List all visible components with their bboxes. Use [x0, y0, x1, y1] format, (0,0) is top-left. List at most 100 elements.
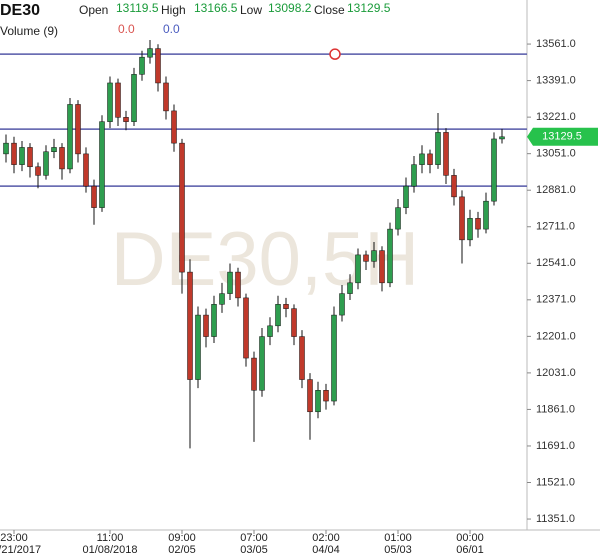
candle-body [387, 228, 393, 284]
candle-body [411, 164, 417, 187]
candle-body [379, 250, 385, 284]
candle-body [83, 153, 89, 187]
candle-body [475, 218, 481, 230]
x-tick-date: 11/21/2017 [0, 544, 41, 556]
x-tick-label: 23:00 [0, 532, 28, 544]
candle-body [19, 147, 25, 165]
candle-body [27, 147, 33, 168]
y-tick-label: 13561.0 [536, 38, 576, 50]
y-tick-label: 11861.0 [536, 403, 575, 415]
x-tick-date: 03/05 [240, 544, 268, 556]
y-tick-label: 13391.0 [536, 75, 576, 87]
candle-body [147, 48, 153, 58]
x-tick-date: 05/03 [384, 544, 412, 556]
candle-body [187, 271, 193, 380]
candle-body [51, 147, 57, 152]
candle-body [291, 308, 297, 337]
indicator-value: 0.0 [118, 22, 135, 36]
candle-body [43, 151, 49, 176]
y-tick-label: 11351.0 [536, 513, 575, 525]
candle-body [227, 271, 233, 294]
line-handle [329, 48, 341, 60]
candle-body [499, 136, 505, 140]
candle-body [211, 304, 217, 337]
candle-body [339, 293, 345, 316]
candle-body [491, 138, 497, 202]
candle-body [195, 314, 201, 380]
y-tick-label: 11691.0 [536, 440, 575, 452]
chart-title: DE30 [0, 2, 40, 19]
candle-body [275, 304, 281, 327]
candle-body [163, 82, 169, 112]
candle-body [355, 254, 361, 284]
x-tick-date: 02/05 [168, 544, 196, 556]
x-tick-label: 09:00 [168, 532, 196, 544]
ohlc-label: Open [79, 3, 108, 17]
indicator-value: 0.0 [163, 22, 180, 36]
candle-body [59, 147, 65, 170]
candle-body [427, 153, 433, 165]
candle-body [307, 379, 313, 413]
y-tick-label: 12031.0 [536, 367, 576, 379]
y-tick-label: 12881.0 [536, 184, 576, 196]
candle-body [331, 314, 337, 402]
price-tag-label: 13129.5 [542, 131, 582, 143]
candle-body [139, 56, 145, 75]
candle-body [203, 314, 209, 337]
y-tick-label: 13051.0 [536, 148, 576, 160]
candle-body [91, 185, 97, 208]
candle-body [35, 166, 41, 176]
x-tick-label: 11:00 [97, 532, 124, 544]
candle-body [435, 132, 441, 165]
candle-body [155, 48, 161, 84]
candle-body [11, 142, 17, 165]
candle-body [403, 185, 409, 208]
candle-body [483, 200, 489, 230]
ohlc-label: Low [240, 3, 262, 17]
candle-body [459, 196, 465, 241]
y-tick-label: 12371.0 [536, 294, 576, 306]
x-tick-label: 01:00 [384, 532, 412, 544]
candle-body [259, 336, 265, 391]
candle-body [363, 254, 369, 262]
candle-body [283, 304, 289, 309]
candle-body [395, 207, 401, 230]
ohlc-label: High [161, 3, 186, 17]
candle-body [323, 390, 329, 402]
candle-body [443, 132, 449, 176]
candle-body [315, 390, 321, 413]
ohlc-value: 13119.5 [116, 1, 159, 15]
y-tick-label: 12541.0 [536, 257, 576, 269]
ohlc-label: Close [314, 3, 345, 17]
candle-body [219, 293, 225, 305]
candle-body [347, 282, 353, 294]
candle-body [371, 250, 377, 262]
candle-body [243, 297, 249, 359]
x-tick-date: 01/08/2018 [82, 544, 137, 556]
ohlc-value: 13129.5 [347, 1, 391, 15]
candle-body [131, 74, 137, 122]
candle-body [3, 142, 9, 155]
candle-body [75, 104, 81, 155]
y-tick-label: 11521.0 [536, 476, 575, 488]
candle-body [467, 218, 473, 241]
ohlc-value: 13098.2 [268, 1, 312, 15]
candle-body [235, 271, 241, 299]
candle-body [171, 110, 177, 144]
x-tick-label: 02:00 [312, 532, 340, 544]
y-tick-label: 12201.0 [536, 330, 576, 342]
candle-body [107, 82, 113, 122]
candle-body [267, 325, 273, 337]
x-tick-label: 07:00 [240, 532, 268, 544]
x-tick-date: 06/01 [456, 544, 484, 556]
x-tick-label: 00:00 [456, 532, 484, 544]
candle-body [123, 117, 129, 122]
price-tag [527, 127, 598, 146]
candle-body [451, 175, 457, 198]
indicator-name: Volume (9) [0, 24, 58, 38]
ohlc-value: 13166.5 [194, 1, 238, 15]
candle-body [179, 142, 185, 273]
x-tick-date: 04/04 [312, 544, 340, 556]
candle-body [67, 104, 73, 170]
